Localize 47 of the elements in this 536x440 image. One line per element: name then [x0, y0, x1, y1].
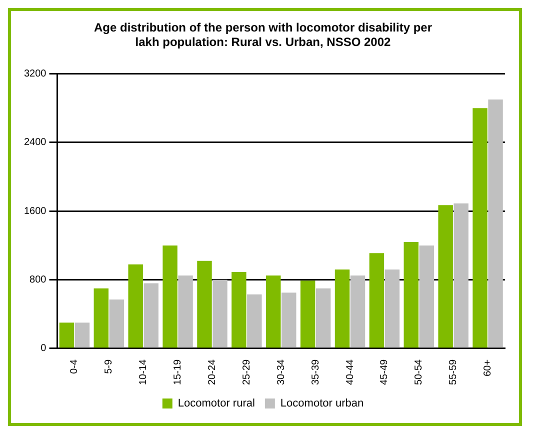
y-tick-label: 1600 — [24, 206, 47, 217]
x-tick-label: 0-4 — [69, 358, 80, 374]
bar — [144, 283, 158, 348]
bar — [162, 245, 178, 348]
bar — [419, 245, 434, 348]
bar — [438, 205, 453, 348]
bar — [454, 203, 468, 348]
chart-title: Age distribution of the person with locomotor disability per lakh population: Rural vs. Urban, NSSO 2002 — [94, 20, 432, 49]
x-tick-label: 20-24 — [206, 358, 218, 385]
y-tick-label: 2400 — [24, 137, 47, 148]
bar — [128, 264, 143, 348]
bar — [316, 288, 331, 348]
bar — [247, 294, 262, 348]
bar — [350, 275, 366, 348]
x-tick-label: 5-9 — [104, 358, 115, 374]
bar — [59, 322, 74, 348]
bar — [94, 288, 109, 348]
bar — [488, 100, 503, 348]
bar — [74, 322, 90, 348]
bar — [212, 280, 228, 348]
x-tick-label: 60+ — [482, 359, 494, 376]
bar — [369, 253, 384, 348]
y-tick-label: 800 — [30, 274, 47, 286]
bar — [282, 292, 296, 348]
bar — [334, 269, 350, 348]
bar — [300, 280, 316, 348]
x-tick-label: 10-14 — [138, 358, 150, 385]
x-tick-label: 35-39 — [310, 358, 322, 385]
bar — [178, 275, 193, 348]
x-tick-label: 40-44 — [344, 358, 356, 385]
bar — [109, 300, 124, 348]
y-tick-label: 0 — [40, 343, 47, 354]
bar — [384, 269, 400, 348]
bar — [266, 275, 281, 348]
y-tick-label: 3200 — [24, 68, 47, 80]
bar — [472, 108, 488, 348]
x-tick-label: 15-19 — [172, 358, 184, 385]
x-tick-label: 50-54 — [414, 358, 425, 385]
x-tick-label: 30-34 — [276, 358, 287, 385]
bar — [404, 242, 419, 348]
legend-label: Locomotor urban — [280, 398, 364, 410]
bar — [232, 272, 246, 348]
x-tick-label: 25-29 — [241, 358, 252, 385]
x-tick-label: 55-59 — [448, 358, 460, 385]
x-tick-label: 45-49 — [379, 358, 390, 385]
bar — [197, 260, 212, 348]
legend-label: Locomotor rural — [178, 398, 255, 410]
